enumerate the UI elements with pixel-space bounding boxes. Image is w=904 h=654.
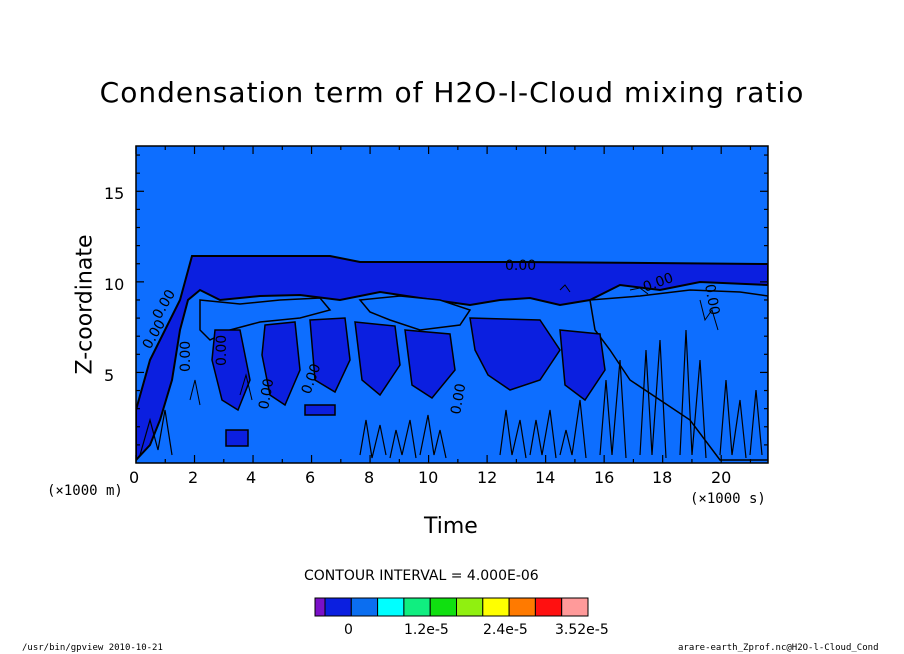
y-tick-label: 5 bbox=[104, 366, 115, 385]
x-tick-label: 12 bbox=[477, 468, 498, 487]
legend-swatch bbox=[508, 597, 536, 617]
contour-label: 0.00 bbox=[701, 283, 722, 316]
x-tick-label: 20 bbox=[711, 468, 732, 487]
legend-swatch bbox=[482, 597, 510, 617]
legend-swatch bbox=[377, 597, 405, 617]
legend-swatch bbox=[561, 597, 589, 617]
x-unit-label: (×1000 s) bbox=[690, 491, 766, 507]
legend-label: 0 bbox=[344, 622, 353, 638]
footer-right: arare-earth_Zprof.nc@H2O-l-Cloud_Cond bbox=[678, 643, 879, 653]
contour-interval: CONTOUR INTERVAL = 4.000E-06 bbox=[304, 568, 539, 584]
contour-label: 0.00 bbox=[178, 341, 194, 372]
contour-label: 0.00 bbox=[214, 335, 230, 366]
legend-swatch bbox=[429, 597, 458, 617]
contour-label: 0.00 bbox=[256, 377, 277, 410]
cloud-region bbox=[136, 255, 768, 462]
legend-swatch bbox=[456, 597, 484, 617]
y-tick-label: 10 bbox=[104, 275, 125, 294]
x-tick-label: 14 bbox=[535, 468, 556, 487]
footer-left: /usr/bin/gpview 2010-10-21 bbox=[22, 643, 163, 653]
x-tick-label: 4 bbox=[246, 468, 257, 487]
y-unit-label: (×1000 m) bbox=[47, 483, 123, 499]
chart-title: Condensation term of H2O-l-Cloud mixing … bbox=[99, 76, 805, 109]
x-tick-label: 18 bbox=[652, 468, 673, 487]
axis-ticks bbox=[135, 146, 768, 463]
legend-swatch bbox=[324, 597, 352, 617]
plot-frame bbox=[135, 145, 769, 464]
x-tick-label: 8 bbox=[364, 468, 375, 487]
x-tick-label: 0 bbox=[129, 468, 140, 487]
legend-swatch bbox=[350, 597, 379, 617]
contour-label: 0.00 bbox=[448, 382, 469, 415]
x-tick-label: 10 bbox=[418, 468, 439, 487]
contour-field: 0.00 0.00 0.00 0.00 0.00 0.00 0.00 0.00 … bbox=[136, 255, 768, 462]
legend-swatch bbox=[534, 597, 563, 617]
x-tick-label: 6 bbox=[305, 468, 316, 487]
legend-swatch bbox=[314, 597, 326, 617]
color-legend bbox=[314, 597, 589, 617]
legend-label: 1.2e-5 bbox=[404, 622, 449, 638]
x-tick-label: 16 bbox=[594, 468, 615, 487]
legend-label: 2.4e-5 bbox=[483, 622, 528, 638]
x-tick-label: 2 bbox=[188, 468, 199, 487]
legend-label: 3.52e-5 bbox=[555, 622, 609, 638]
y-axis-label: Z-coordinate bbox=[72, 234, 98, 375]
contour-label: 0.00 bbox=[505, 258, 536, 274]
y-tick-label: 15 bbox=[104, 184, 125, 203]
legend-swatch bbox=[403, 597, 431, 617]
x-axis-label: Time bbox=[424, 514, 478, 539]
